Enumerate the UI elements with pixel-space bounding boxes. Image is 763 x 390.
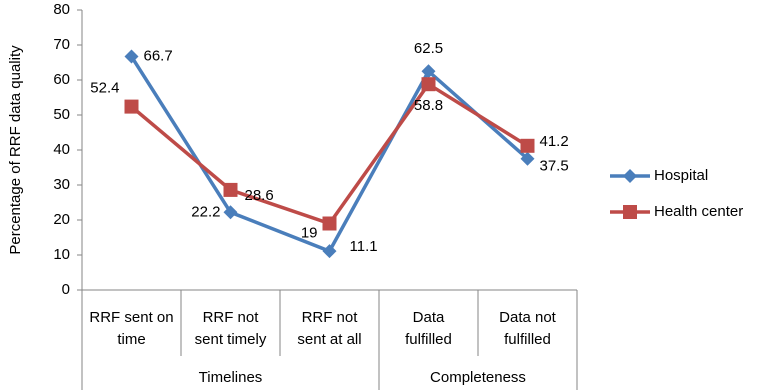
point — [124, 99, 139, 114]
point — [223, 182, 238, 197]
point — [322, 216, 337, 231]
point — [421, 77, 436, 92]
data-label: 41.2 — [540, 133, 569, 150]
y-tick-label: 60 — [53, 71, 70, 88]
legend-marker — [623, 205, 637, 219]
point — [520, 138, 535, 153]
point — [223, 205, 238, 220]
group-label: Completeness — [430, 369, 526, 386]
data-label: 37.5 — [540, 158, 569, 175]
x-tick-label: Data fulfilled — [405, 309, 452, 348]
data-label: 11.1 — [350, 238, 378, 255]
data-label: 19 — [301, 224, 318, 241]
y-tick-label: 10 — [53, 246, 70, 263]
y-tick-label: 80 — [53, 1, 70, 18]
x-tick-label: RRF not sent timely — [195, 309, 267, 348]
legend-marker — [623, 169, 637, 183]
point — [520, 151, 535, 166]
y-tick-label: 30 — [53, 176, 70, 193]
y-tick-label: 40 — [53, 141, 70, 158]
legend-label: Hospital — [654, 167, 708, 184]
x-tick-label: Data not fulfilled — [499, 309, 557, 348]
y-tick-label: 70 — [53, 36, 70, 53]
x-tick-label: RRF not sent at all — [297, 309, 361, 348]
data-label: 66.7 — [144, 48, 173, 65]
y-tick-label: 20 — [53, 211, 70, 228]
y-tick-label: 0 — [62, 281, 70, 298]
data-label: 28.6 — [245, 187, 274, 204]
point — [124, 49, 139, 64]
point — [421, 64, 436, 79]
data-label: 52.4 — [90, 80, 119, 97]
point — [322, 244, 337, 259]
x-tick-label: RRF sent on time — [89, 309, 173, 348]
data-label: 58.8 — [414, 97, 443, 114]
legend-label: Health center — [654, 203, 743, 220]
data-label: 22.2 — [191, 203, 220, 220]
y-tick-label: 50 — [53, 106, 70, 123]
data-label: 62.5 — [414, 40, 443, 57]
group-label: Timelines — [199, 369, 263, 386]
y-axis-label: Percentage of RRF data quality — [7, 45, 24, 255]
